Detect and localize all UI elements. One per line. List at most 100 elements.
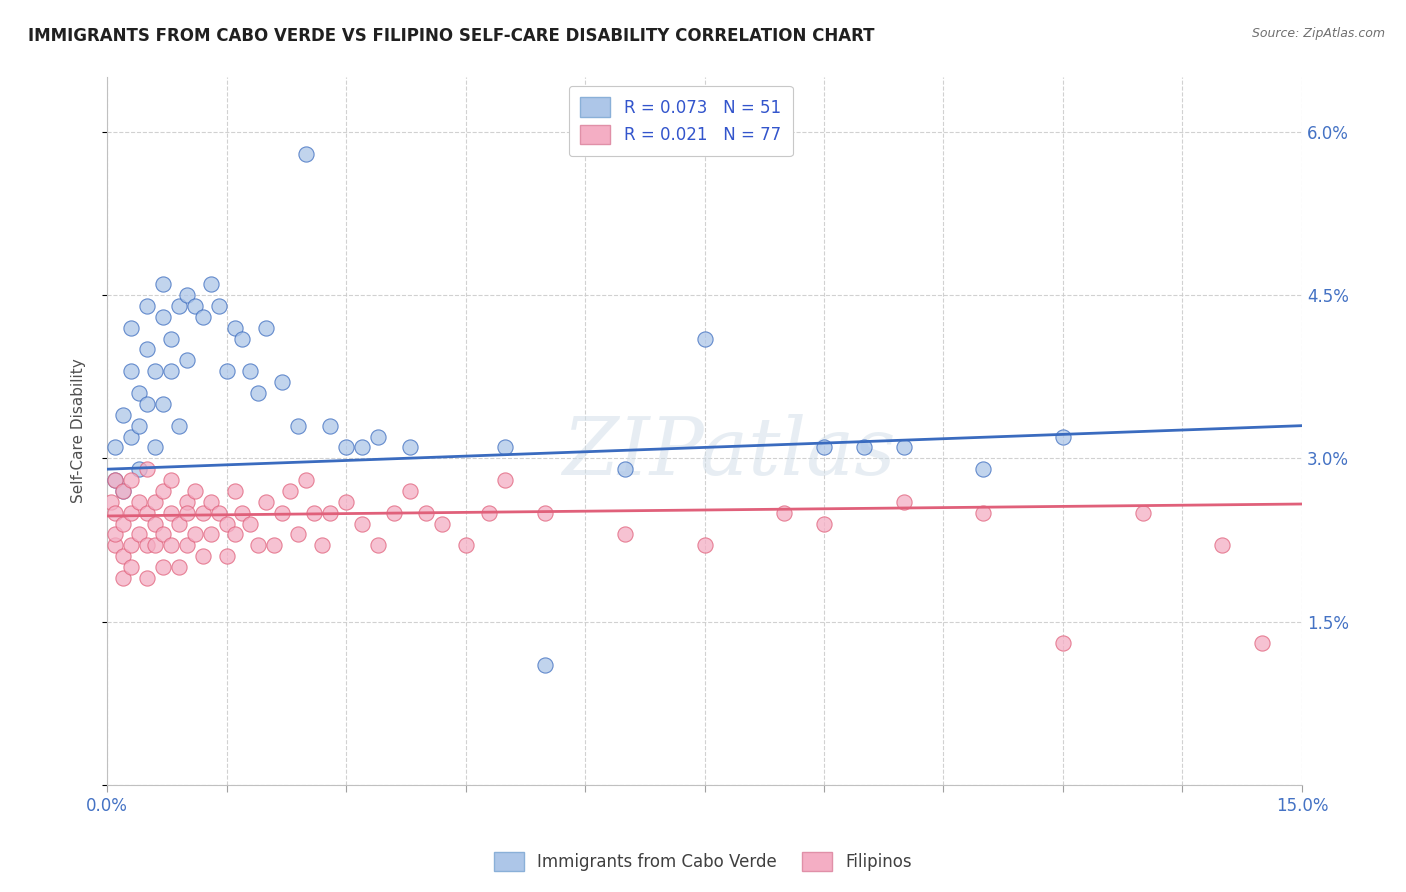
Point [287,418,309,433]
Point [104,527,127,541]
Point [120,429,142,443]
Point [135,462,157,476]
Point [319,506,342,520]
Point [972,506,994,520]
Point [152,397,174,411]
Point [302,506,325,520]
Point [693,332,716,346]
Point [200,277,222,292]
Point [159,473,181,487]
Point [852,441,875,455]
Point [100,495,122,509]
Point [693,538,716,552]
Point [311,538,333,552]
Point [271,506,294,520]
Point [152,527,174,541]
Point [247,386,270,401]
Point [191,549,214,564]
Legend: R = 0.073   N = 51, R = 0.021   N = 77: R = 0.073 N = 51, R = 0.021 N = 77 [568,86,793,156]
Point [247,538,270,552]
Point [120,506,142,520]
Point [183,527,205,541]
Point [335,441,357,455]
Point [128,527,150,541]
Point [271,375,294,389]
Point [152,560,174,574]
Point [278,483,301,498]
Point [773,506,796,520]
Point [1132,506,1154,520]
Point [111,516,134,531]
Point [159,332,181,346]
Point [111,408,134,422]
Point [478,506,501,520]
Point [295,146,318,161]
Point [263,538,285,552]
Point [152,483,174,498]
Point [239,364,262,378]
Point [813,441,835,455]
Point [207,299,229,313]
Point [207,506,229,520]
Point [191,506,214,520]
Point [143,441,166,455]
Point [893,441,915,455]
Point [128,462,150,476]
Point [104,473,127,487]
Point [398,441,420,455]
Point [152,277,174,292]
Point [382,506,405,520]
Point [167,516,190,531]
Point [1211,538,1233,552]
Point [367,429,389,443]
Point [215,549,238,564]
Point [972,462,994,476]
Point [167,299,190,313]
Point [176,538,198,552]
Point [111,483,134,498]
Point [398,483,420,498]
Point [128,495,150,509]
Point [104,538,127,552]
Point [430,516,453,531]
Text: ZIPatlas: ZIPatlas [561,414,896,491]
Point [534,658,557,673]
Point [254,495,277,509]
Point [335,495,357,509]
Point [135,506,157,520]
Point [159,538,181,552]
Point [350,441,373,455]
Point [224,320,246,334]
Point [415,506,437,520]
Point [128,386,150,401]
Point [350,516,373,531]
Legend: Immigrants from Cabo Verde, Filipinos: Immigrants from Cabo Verde, Filipinos [485,843,921,880]
Point [191,310,214,324]
Point [454,538,477,552]
Point [104,473,127,487]
Point [494,473,516,487]
Point [152,310,174,324]
Point [120,538,142,552]
Point [135,343,157,357]
Point [319,418,342,433]
Point [1251,636,1274,650]
Point [143,516,166,531]
Point [104,441,127,455]
Point [224,527,246,541]
Point [143,495,166,509]
Point [287,527,309,541]
Point [120,560,142,574]
Point [1052,429,1074,443]
Point [231,332,253,346]
Point [200,527,222,541]
Point [159,364,181,378]
Point [111,571,134,585]
Point [893,495,915,509]
Point [176,506,198,520]
Point [534,506,557,520]
Point [613,527,636,541]
Point [494,441,516,455]
Point [135,538,157,552]
Point [111,549,134,564]
